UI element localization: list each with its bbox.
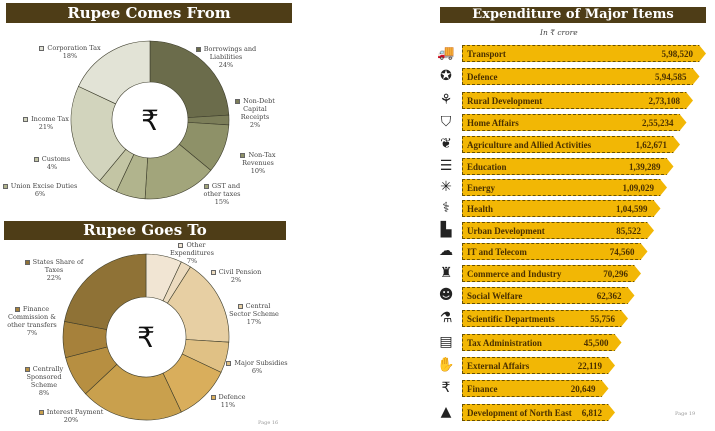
bar-value: 85,522 [616,225,641,236]
buildings-icon: ▙ [440,222,452,238]
page-number-right: Page 19 [675,411,696,417]
rupee-icon: ₹ [137,321,155,354]
bar-value: 20,649 [570,383,596,394]
legend-income-tax: Income Tax 21% [18,115,74,131]
bar-label: Finance [467,383,498,394]
bar-value: 62,362 [596,290,622,301]
bar: Finance 20,649 [462,380,609,397]
bar-value: 22,119 [577,360,602,371]
bar-value: 1,62,671 [635,139,667,150]
tax-document-icon: ▤ [439,334,453,350]
bar-label: Health [467,203,493,214]
computer-cloud-icon: ☁ [439,243,453,259]
bar: Commerce and Industry 70,296 [462,265,641,282]
legend-borrowings: Borrowings and Liabilities 24% [195,45,257,69]
books-icon: ☰ [439,158,453,174]
bar-value: 5,98,520 [661,48,693,59]
bar-value: 55,756 [590,313,615,324]
legend-customs: Customs 4% [30,155,74,171]
bar-value: 74,560 [609,246,635,257]
bar-label: Education [467,161,507,172]
legend-non-debt: Non-Debt Capital Receipts 2% [232,97,278,129]
people-icon: ☻ [438,287,454,303]
bar: Education 1,39,289 [462,158,674,175]
bar-label: Development of North East [467,407,572,418]
bar-label: Tax Administration [467,337,542,348]
rupee-comes-from-donut: ₹ [70,40,230,200]
bar: Energy 1,09,029 [462,179,667,196]
bar-label: Commerce and Industry [467,268,562,279]
bar: Scientific Departments 55,756 [462,310,628,327]
bar-value: 5,94,585 [655,71,687,82]
bar-label: IT and Telecom [467,246,527,257]
page-number-left: Page 16 [258,420,279,426]
income-slice [149,40,230,118]
bar-label: External Affairs [467,360,530,371]
factory-icon: ♜ [439,265,453,281]
legend-central-sector: Central Sector Scheme 17% [229,302,279,326]
rupee-goes-to-title: Rupee Goes To [4,221,286,240]
bar: Home Affairs 2,55,234 [462,114,687,131]
bar-value: 1,04,599 [616,203,648,214]
legend-defence: Defence 11% [208,393,248,409]
handshake-icon: ✋ [437,357,455,373]
bar: Agriculture and Allied Activities 1,62,6… [462,136,680,153]
truck-icon: 🚚 [437,45,455,61]
bar: Health 1,04,599 [462,200,661,217]
bar-label: Social Welfare [467,290,523,301]
bar-label: Defence [467,71,498,82]
beaker-icon: ⚗ [439,310,453,326]
legend-other-expenditures: Other Expenditures 7% [170,241,214,265]
legend-union-excise: Union Excise Duties 6% [0,182,80,198]
defence-emblem-icon: ✪ [440,68,452,84]
legend-finance-commission: Finance Commission & other transfers 7% [7,305,57,337]
rupee-icon: ₹ [141,104,159,137]
bar-value: 45,500 [583,337,609,348]
bar-label: Scientific Departments [467,313,555,324]
network-icon: ✳ [440,179,452,195]
bar-label: Energy [467,182,495,193]
bar: Urban Development 85,522 [462,222,654,239]
income-slice [70,85,127,182]
legend-civil-pension: Civil Pension 2% [210,268,262,284]
rupee-comes-from-title: Rupee Comes From [6,3,292,23]
rupee-goes-to-donut: ₹ [62,253,230,421]
bar-label: Home Affairs [467,117,519,128]
farmer-icon: ⚘ [439,92,453,108]
unit-subtitle: In ₹ crore [540,28,578,37]
income-slice [78,40,151,105]
bar: Social Welfare 62,362 [462,287,635,304]
legend-centrally-sponsored: Centrally Sponsored Scheme 8% [24,365,64,397]
expenditure-title: Expenditure of Major Items [440,7,706,23]
bar: Development of North East 6,812 [462,404,615,421]
bar-value: 70,296 [603,268,628,279]
bar: External Affairs 22,119 [462,357,615,374]
legend-corporation-tax: Corporation Tax 18% [30,44,110,60]
expense-slice [64,253,147,330]
bar: Tax Administration 45,500 [462,334,622,351]
bar-value: 2,73,108 [648,95,680,106]
legend-major-subsidies: Major Subsidies 6% [226,359,288,375]
bar: Defence 5,94,585 [462,68,700,85]
legend-states-share: States Share of Taxes 22% [24,258,84,282]
health-icon: ⚕ [442,200,450,216]
bar-label: Rural Development [467,95,543,106]
bar-value: 1,09,029 [622,182,654,193]
bar: Transport 5,98,520 [462,45,706,62]
bar-label: Transport [467,48,506,59]
bar-label: Urban Development [467,225,545,236]
bar-value: 2,55,234 [642,117,674,128]
rupee-icon: ₹ [441,380,451,396]
bar: IT and Telecom 74,560 [462,243,648,260]
bar-value: 6,812 [581,407,602,418]
shield-person-icon: ⛉ [440,114,452,130]
bar-label: Agriculture and Allied Activities [467,139,592,150]
legend-non-tax: Non-Tax Revenues 10% [240,151,276,175]
bar-value: 1,39,289 [629,161,661,172]
legend-interest-payment: Interest Payment 20% [36,408,106,424]
mountains-icon: ▲ [440,404,452,420]
bar: Rural Development 2,73,108 [462,92,693,109]
agriculture-icon: ❦ [440,136,452,152]
legend-gst: GST and other taxes 15% [203,182,241,206]
